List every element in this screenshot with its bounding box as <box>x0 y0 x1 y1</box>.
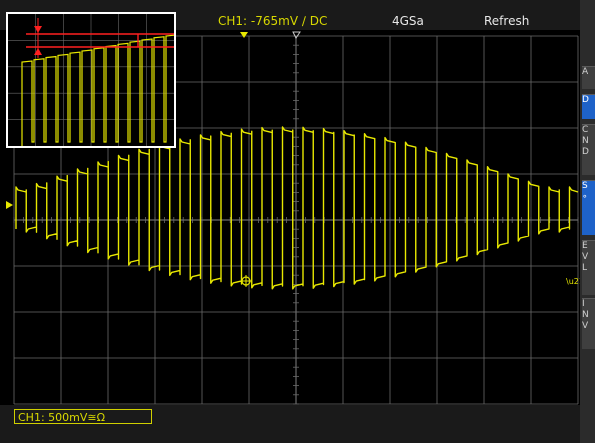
side-menu-item[interactable]: S ∘ <box>582 180 595 235</box>
zoom-inset-window[interactable] <box>6 12 176 148</box>
crosshair-icon <box>240 275 252 287</box>
svg-text:\u2192T: \u2192T <box>566 277 580 286</box>
sample-rate[interactable]: 4GSa <box>392 14 424 28</box>
bottom-status-bar <box>0 405 580 443</box>
side-menu-item[interactable]: I N V <box>582 298 595 349</box>
zoom-graticule <box>8 14 174 146</box>
right-edge-marker-icon: \u2192T <box>566 277 580 286</box>
side-menu-item[interactable]: E V L <box>582 240 595 295</box>
side-menu-item[interactable]: C N D <box>582 124 595 175</box>
side-menu-item[interactable]: A <box>582 66 595 89</box>
channel-scale-label[interactable]: CH1: 500mV≅Ω <box>14 409 152 424</box>
side-menu: A D C N D S ∘ E V L I N V <box>580 0 595 443</box>
acquire-mode[interactable]: Refresh <box>484 14 530 28</box>
trigger-position-marker-icon <box>240 31 301 39</box>
channel-marker-icon <box>6 201 13 209</box>
zoom-waveform-trace <box>21 34 174 146</box>
ch1-waveform-trace <box>15 126 579 290</box>
trigger-info[interactable]: CH1: -765mV ∕ DC <box>218 14 328 28</box>
cursor-lines[interactable] <box>26 18 174 58</box>
side-menu-item[interactable]: D <box>582 94 595 119</box>
